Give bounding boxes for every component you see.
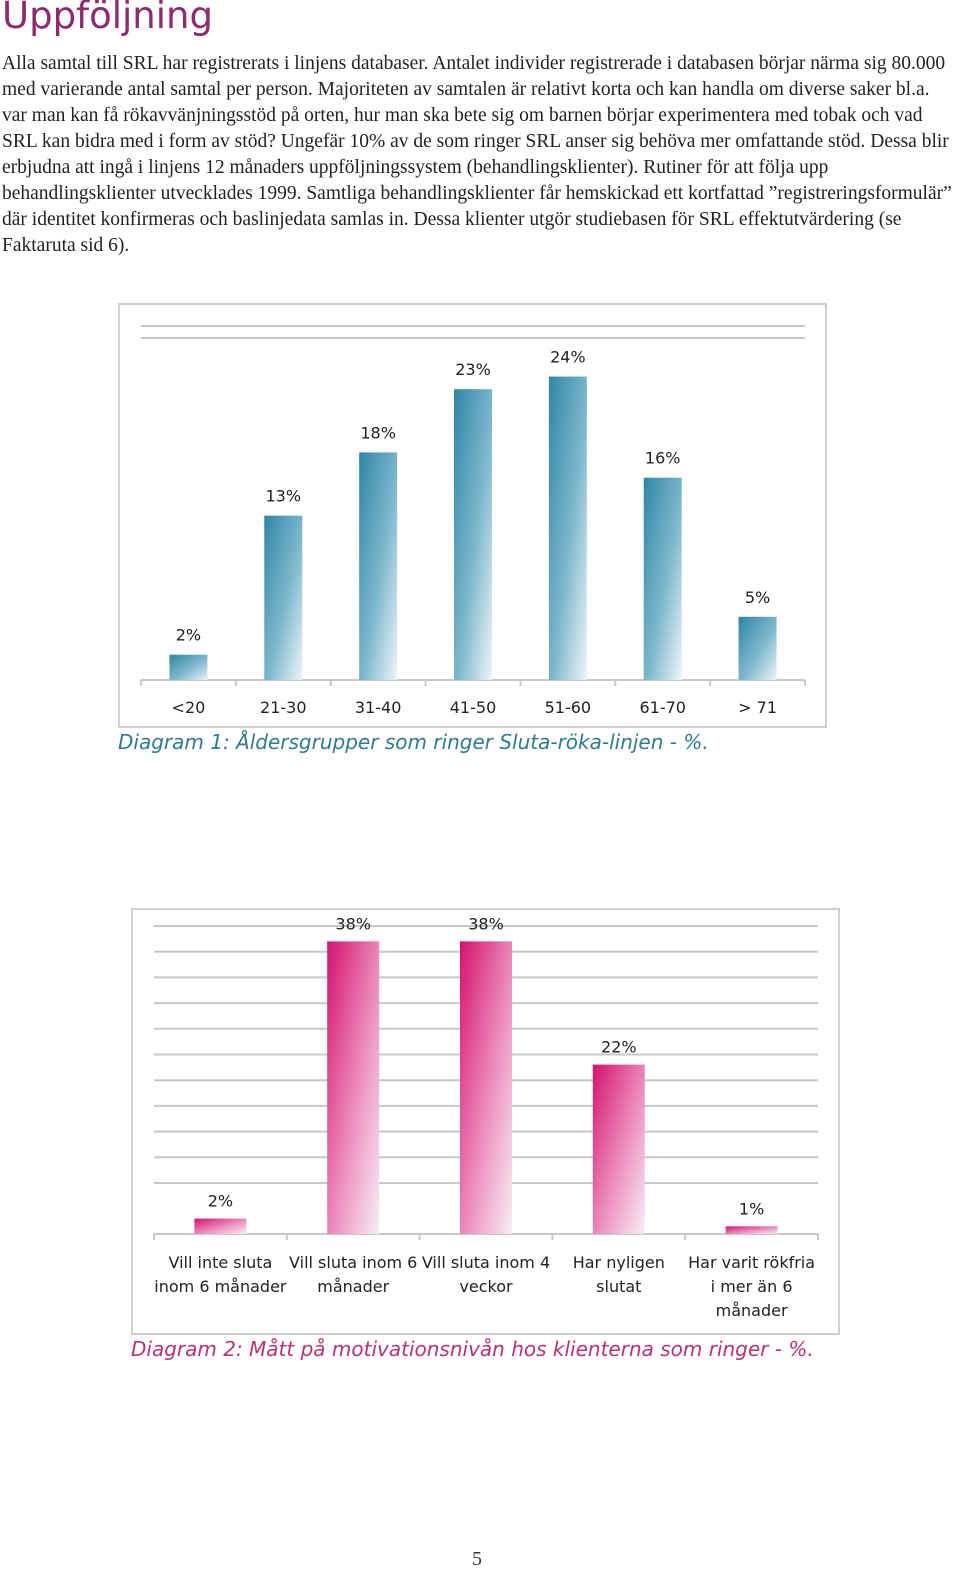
data-label: 5% bbox=[745, 588, 770, 607]
category-label: Vill inte sluta bbox=[168, 1253, 272, 1272]
bar bbox=[194, 1218, 247, 1234]
diagram-1-caption: Diagram 1: Åldersgrupper som ringer Slut… bbox=[118, 730, 709, 754]
category-label: månader bbox=[317, 1277, 389, 1296]
category-label: 21-30 bbox=[260, 698, 307, 717]
category-label: 41-50 bbox=[450, 698, 497, 717]
data-label: 1% bbox=[739, 1199, 764, 1218]
category-label: Har nyligen bbox=[573, 1253, 665, 1272]
category-label: Vill sluta inom 6 bbox=[289, 1253, 417, 1272]
bar bbox=[738, 616, 777, 680]
bar bbox=[548, 376, 587, 680]
category-label: Har varit rökfria bbox=[688, 1253, 815, 1272]
category-label: inom 6 månader bbox=[154, 1277, 287, 1296]
page-title: Uppföljning bbox=[2, 0, 213, 37]
category-label: 31-40 bbox=[355, 698, 402, 717]
bar bbox=[264, 515, 303, 680]
data-label: 18% bbox=[360, 423, 396, 442]
data-label: 2% bbox=[176, 626, 201, 645]
category-label: 51-60 bbox=[545, 698, 592, 717]
category-label: Vill sluta inom 4 bbox=[422, 1253, 550, 1272]
bar bbox=[327, 941, 380, 1234]
data-label: 38% bbox=[335, 914, 371, 933]
bar bbox=[725, 1226, 778, 1234]
age-group-chart: 2% <20 13% 21-30 18% 31-40 23% 41-50 24% 51-60 16%… bbox=[118, 303, 827, 728]
diagram-2-caption: Diagram 2: Mått på motivationsnivån hos … bbox=[131, 1337, 814, 1361]
motivation-chart-svg: 2% Vill inte sluta inom 6 månader 38% Vill s… bbox=[153, 914, 819, 1320]
motivation-chart: 2% Vill inte sluta inom 6 månader 38% Vill s… bbox=[131, 908, 840, 1335]
data-label: 24% bbox=[550, 348, 586, 367]
bar bbox=[454, 389, 492, 680]
category-label: > 71 bbox=[738, 698, 777, 717]
category-label: 61-70 bbox=[639, 698, 686, 717]
bar bbox=[643, 477, 682, 680]
category-label: <20 bbox=[172, 698, 206, 717]
body-paragraph: Alla samtal till SRL har registrerats i … bbox=[2, 53, 952, 256]
bar bbox=[359, 452, 398, 680]
data-label: 16% bbox=[645, 449, 681, 468]
age-group-chart-svg: 2% <20 13% 21-30 18% 31-40 23% 41-50 24% 51-60 16%… bbox=[140, 325, 806, 717]
bar bbox=[460, 941, 512, 1234]
page-number: 5 bbox=[472, 1548, 482, 1570]
category-label: veckor bbox=[459, 1277, 513, 1296]
category-label: i mer än 6 bbox=[711, 1277, 793, 1296]
data-label: 2% bbox=[208, 1192, 233, 1211]
bar bbox=[592, 1064, 645, 1234]
data-label: 13% bbox=[266, 487, 302, 506]
data-label: 22% bbox=[601, 1038, 637, 1057]
bar bbox=[169, 654, 208, 680]
category-label: slutat bbox=[596, 1277, 641, 1296]
data-label: 38% bbox=[468, 914, 504, 933]
category-label: månader bbox=[716, 1301, 788, 1320]
data-label: 23% bbox=[455, 360, 491, 379]
